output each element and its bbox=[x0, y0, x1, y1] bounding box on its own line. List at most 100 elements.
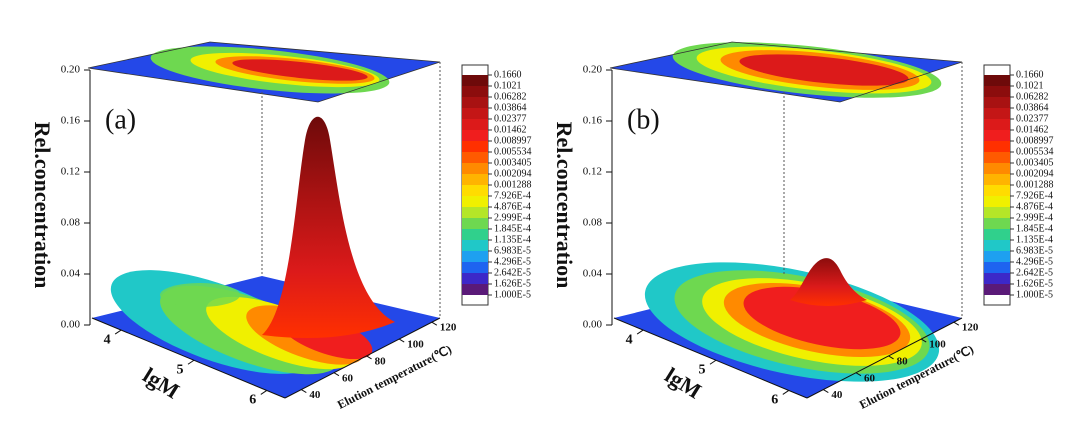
colorbar-swatch bbox=[462, 229, 488, 240]
colorbar-swatch bbox=[462, 284, 488, 295]
colorbar-swatch bbox=[984, 185, 1010, 196]
z-tick-label: 0.20 bbox=[61, 64, 81, 76]
colorbar-label: 0.002094 bbox=[1016, 168, 1054, 179]
z-axis-title: Rel.concentration bbox=[552, 122, 577, 289]
colorbar-label: 2.999E-4 bbox=[494, 212, 531, 223]
y-tick-label: 100 bbox=[407, 339, 424, 351]
colorbar-swatch bbox=[984, 163, 1010, 174]
colorbar-label: 4.876E-4 bbox=[1016, 201, 1053, 212]
colorbar-swatch bbox=[984, 141, 1010, 152]
colorbar-swatch bbox=[462, 207, 488, 218]
y-tick-label: 120 bbox=[440, 322, 457, 334]
y-tick-label: 80 bbox=[897, 355, 909, 367]
x-tick bbox=[636, 329, 644, 335]
y-tick bbox=[920, 338, 927, 343]
colorbar-swatch bbox=[462, 251, 488, 262]
colorbar-swatch bbox=[984, 229, 1010, 240]
panel-label: (b) bbox=[627, 104, 660, 135]
x-tick bbox=[187, 359, 195, 365]
colorbar-swatch bbox=[984, 240, 1010, 251]
colorbar-swatch bbox=[462, 196, 488, 207]
y-tick bbox=[888, 355, 894, 360]
colorbar-label: 0.001288 bbox=[494, 179, 532, 190]
panel-label: (a) bbox=[105, 104, 136, 135]
z-tick-label: 0.20 bbox=[583, 64, 603, 76]
colorbar-label: 1.000E-5 bbox=[494, 289, 531, 300]
colorbar-swatch bbox=[984, 152, 1010, 163]
colorbar-label: 1.626E-5 bbox=[1016, 278, 1053, 289]
x-tick-label: 5 bbox=[176, 362, 183, 377]
contour bbox=[160, 283, 240, 307]
top-contour bbox=[232, 59, 368, 81]
colorbar-swatch bbox=[984, 130, 1010, 141]
x-axis bbox=[91, 317, 286, 399]
colorbar-label: 0.005534 bbox=[494, 146, 532, 157]
x-tick bbox=[114, 329, 122, 335]
colorbar-label: 1.626E-5 bbox=[494, 278, 531, 289]
top-contour bbox=[739, 54, 909, 86]
y-tick-label: 40 bbox=[309, 389, 321, 401]
colorbar-label: 0.01462 bbox=[494, 124, 527, 135]
colorbar-swatch bbox=[462, 141, 488, 152]
y-tick-label: 120 bbox=[962, 322, 979, 334]
z-tick-label: 0.04 bbox=[61, 268, 81, 280]
colorbar-swatch bbox=[984, 218, 1010, 229]
colorbar-swatch bbox=[984, 75, 1010, 86]
colorbar-swatch bbox=[984, 251, 1010, 262]
colorbar-label: 0.1660 bbox=[494, 69, 522, 80]
colorbar-label: 0.002094 bbox=[494, 168, 532, 179]
colorbar-label: 1.845E-4 bbox=[494, 223, 531, 234]
colorbar-label: 0.02377 bbox=[494, 113, 527, 124]
x-tick-label: 6 bbox=[249, 393, 256, 408]
colorbar-label: 6.983E-5 bbox=[1016, 245, 1053, 256]
z-axis-title: Rel.concentration bbox=[30, 122, 55, 289]
colorbar-label: 4.296E-5 bbox=[494, 256, 531, 267]
colorbar-label: 0.03864 bbox=[1016, 102, 1049, 113]
colorbar-swatch bbox=[462, 240, 488, 251]
x-axis bbox=[613, 317, 808, 399]
colorbar-label: 2.642E-5 bbox=[1016, 267, 1053, 278]
colorbar-swatch bbox=[984, 196, 1010, 207]
colorbar-label: 0.001288 bbox=[1016, 179, 1054, 190]
colorbar-label: 1.000E-5 bbox=[1016, 289, 1053, 300]
y-tick-label: 100 bbox=[929, 339, 946, 351]
colorbar-swatch bbox=[462, 174, 488, 185]
surface-peak bbox=[790, 258, 867, 306]
colorbar-label: 0.1021 bbox=[494, 80, 522, 91]
colorbar-swatch bbox=[984, 108, 1010, 119]
colorbar-label: 4.296E-5 bbox=[1016, 256, 1053, 267]
colorbar-swatch bbox=[984, 273, 1010, 284]
colorbar-label: 1.845E-4 bbox=[1016, 223, 1053, 234]
colorbar-swatch bbox=[984, 262, 1010, 273]
z-tick-label: 0.04 bbox=[583, 268, 603, 280]
colorbar-swatch bbox=[462, 185, 488, 196]
y-tick-label: 60 bbox=[342, 372, 354, 384]
colorbar-label: 0.008997 bbox=[494, 135, 532, 146]
x-tick bbox=[709, 359, 717, 365]
colorbar-label: 4.876E-4 bbox=[494, 201, 531, 212]
colorbar-swatch bbox=[462, 97, 488, 108]
x-tick-label: 4 bbox=[104, 332, 111, 347]
y-tick bbox=[366, 355, 372, 360]
y-tick-label: 80 bbox=[375, 355, 387, 367]
colorbar-swatch bbox=[984, 97, 1010, 108]
y-tick bbox=[333, 372, 340, 377]
colorbar-swatch bbox=[462, 108, 488, 119]
y-tick bbox=[823, 389, 829, 394]
z-tick-label: 0.12 bbox=[61, 166, 80, 178]
colorbar-label: 0.008997 bbox=[1016, 135, 1054, 146]
panel: 0.00 0.04 0.08 0.12 0.16 0.20 Rel.concentratio… bbox=[30, 41, 532, 412]
colorbar-swatch bbox=[984, 119, 1010, 130]
y-tick bbox=[855, 372, 862, 377]
y-axis bbox=[806, 317, 963, 399]
x-tick bbox=[260, 390, 268, 395]
x-tick-label: 4 bbox=[626, 332, 633, 347]
contour bbox=[743, 286, 901, 350]
colorbar-swatch bbox=[462, 163, 488, 174]
z-tick-label: 0.00 bbox=[61, 319, 81, 331]
colorbar-label: 0.003405 bbox=[494, 157, 532, 168]
z-tick-label: 0.00 bbox=[583, 319, 603, 331]
colorbar-swatch bbox=[462, 152, 488, 163]
y-axis bbox=[284, 317, 441, 399]
colorbar-swatch bbox=[462, 262, 488, 273]
